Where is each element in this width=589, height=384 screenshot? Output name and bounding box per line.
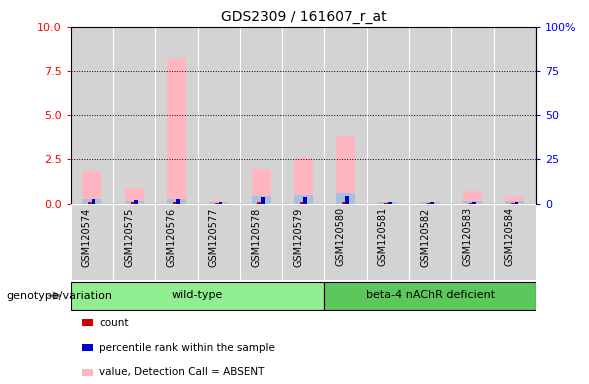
Bar xyxy=(71,282,325,310)
Bar xyxy=(367,27,409,204)
Bar xyxy=(197,27,240,204)
Bar xyxy=(113,204,155,280)
Text: GSM120576: GSM120576 xyxy=(167,207,177,266)
Bar xyxy=(197,204,240,280)
Bar xyxy=(378,202,398,204)
Bar xyxy=(82,171,101,204)
Text: GSM120584: GSM120584 xyxy=(505,207,515,266)
Bar xyxy=(125,188,144,204)
Bar xyxy=(325,204,367,280)
Bar xyxy=(209,202,229,204)
Bar xyxy=(300,202,303,204)
Bar xyxy=(282,27,325,204)
Bar xyxy=(282,204,325,280)
Bar xyxy=(176,199,180,204)
Text: wild-type: wild-type xyxy=(172,290,223,300)
Bar xyxy=(261,197,264,204)
Text: value, Detection Call = ABSENT: value, Detection Call = ABSENT xyxy=(99,367,264,377)
Bar xyxy=(215,203,219,204)
Bar xyxy=(409,27,451,204)
Text: percentile rank within the sample: percentile rank within the sample xyxy=(99,343,275,353)
Text: GSM120575: GSM120575 xyxy=(124,207,134,267)
Bar xyxy=(173,202,177,204)
Text: beta-4 nAChR deficient: beta-4 nAChR deficient xyxy=(366,290,495,300)
Bar xyxy=(167,59,186,204)
Bar xyxy=(505,201,524,204)
Bar xyxy=(325,27,367,204)
Bar xyxy=(257,202,262,204)
Bar xyxy=(131,202,134,204)
Bar xyxy=(426,203,431,204)
Text: GSM120574: GSM120574 xyxy=(82,207,92,266)
Text: genotype/variation: genotype/variation xyxy=(6,291,112,301)
Bar xyxy=(472,202,476,204)
Bar xyxy=(252,195,270,204)
Bar xyxy=(385,203,388,204)
Bar xyxy=(505,195,524,204)
Title: GDS2309 / 161607_r_at: GDS2309 / 161607_r_at xyxy=(220,10,386,25)
Bar xyxy=(240,27,282,204)
Bar xyxy=(155,204,197,280)
Bar xyxy=(88,202,92,204)
Bar xyxy=(167,199,186,204)
Bar xyxy=(367,204,409,280)
Bar xyxy=(336,136,355,204)
Bar xyxy=(409,204,451,280)
Bar xyxy=(494,204,536,280)
Bar xyxy=(451,27,494,204)
Bar xyxy=(388,202,392,204)
Bar xyxy=(303,197,307,204)
Bar xyxy=(71,27,113,204)
Bar xyxy=(294,195,313,204)
Bar xyxy=(240,204,282,280)
Bar xyxy=(125,201,144,204)
Bar xyxy=(82,199,101,204)
Bar xyxy=(252,169,270,204)
Bar xyxy=(336,193,355,204)
Bar xyxy=(294,159,313,204)
Bar xyxy=(451,204,494,280)
Bar xyxy=(421,203,440,204)
Bar xyxy=(345,195,349,204)
Bar xyxy=(463,191,482,204)
Text: GSM120582: GSM120582 xyxy=(420,207,430,266)
Bar xyxy=(421,202,440,204)
Bar xyxy=(325,282,536,310)
Bar xyxy=(113,27,155,204)
Bar xyxy=(342,202,346,204)
Bar xyxy=(209,201,229,204)
Bar xyxy=(463,201,482,204)
Text: GSM120583: GSM120583 xyxy=(462,207,472,266)
Bar xyxy=(92,199,95,204)
Bar xyxy=(469,203,473,204)
Text: GSM120581: GSM120581 xyxy=(378,207,388,266)
Bar xyxy=(511,203,515,204)
Text: GSM120579: GSM120579 xyxy=(293,207,303,266)
Text: GSM120577: GSM120577 xyxy=(209,207,219,267)
Bar xyxy=(494,27,536,204)
Bar xyxy=(219,202,222,204)
Bar xyxy=(71,204,113,280)
Text: GSM120580: GSM120580 xyxy=(336,207,346,266)
Bar xyxy=(430,202,434,204)
Bar xyxy=(378,202,398,204)
Bar xyxy=(155,27,197,204)
Bar xyxy=(134,200,138,204)
Text: count: count xyxy=(99,318,128,328)
Text: GSM120578: GSM120578 xyxy=(251,207,261,266)
Bar xyxy=(515,202,518,204)
